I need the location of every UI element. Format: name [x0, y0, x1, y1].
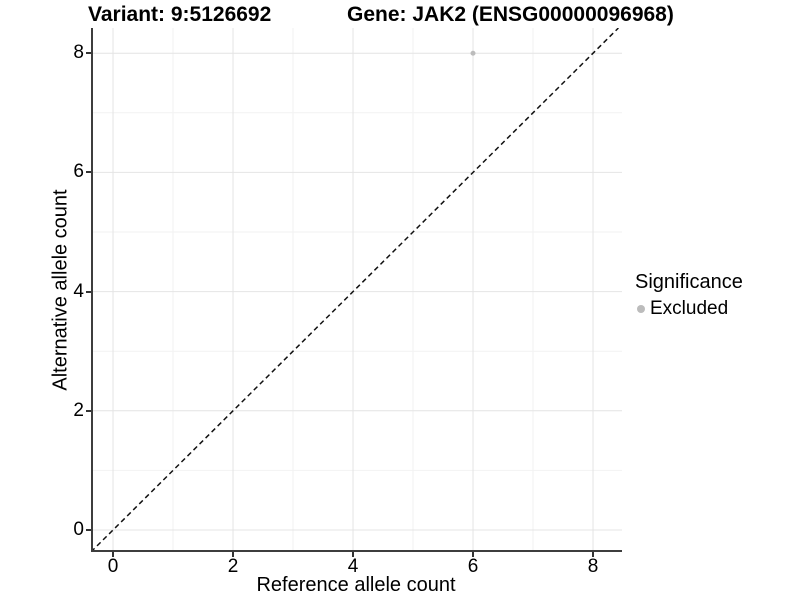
- y-tick-mark: [86, 171, 91, 174]
- y-tick-label: 2: [73, 399, 84, 421]
- legend-point-icon: [637, 305, 645, 313]
- x-tick-mark: [352, 552, 355, 557]
- y-tick-label: 4: [73, 280, 84, 302]
- y-tick-mark: [86, 529, 91, 531]
- y-tick-mark: [86, 52, 91, 55]
- plot-panel: [91, 28, 622, 552]
- legend-item-excluded: Excluded: [635, 299, 743, 319]
- y-tick-label: 8: [73, 42, 84, 64]
- y-tick-label: 0: [73, 519, 84, 540]
- x-tick-mark: [472, 552, 475, 557]
- title-gene: Gene: JAK2 (ENSG00000096968): [347, 3, 674, 26]
- data-point-excluded: [470, 50, 476, 56]
- plot-canvas: [91, 28, 622, 552]
- x-tick-label: 6: [467, 556, 479, 577]
- legend-title: Significance: [635, 271, 743, 293]
- title-variant: Variant: 9:5126692: [88, 3, 272, 26]
- x-tick-label: 2: [227, 556, 239, 577]
- y-tick-label: 6: [73, 161, 84, 183]
- legend-item-label: Excluded: [650, 298, 729, 319]
- y-tick-mark: [86, 290, 91, 293]
- x-tick-mark: [112, 552, 115, 557]
- x-tick-label: 8: [587, 556, 599, 577]
- y-tick-mark: [86, 409, 91, 412]
- x-tick-mark: [592, 552, 595, 557]
- legend: Significance Excluded: [635, 271, 743, 319]
- x-tick-label: 4: [347, 556, 359, 577]
- identity-dashed-line: [91, 28, 619, 552]
- x-axis-title: Reference allele count: [256, 574, 456, 596]
- x-tick-label: 0: [107, 556, 119, 577]
- x-tick-mark: [232, 552, 235, 557]
